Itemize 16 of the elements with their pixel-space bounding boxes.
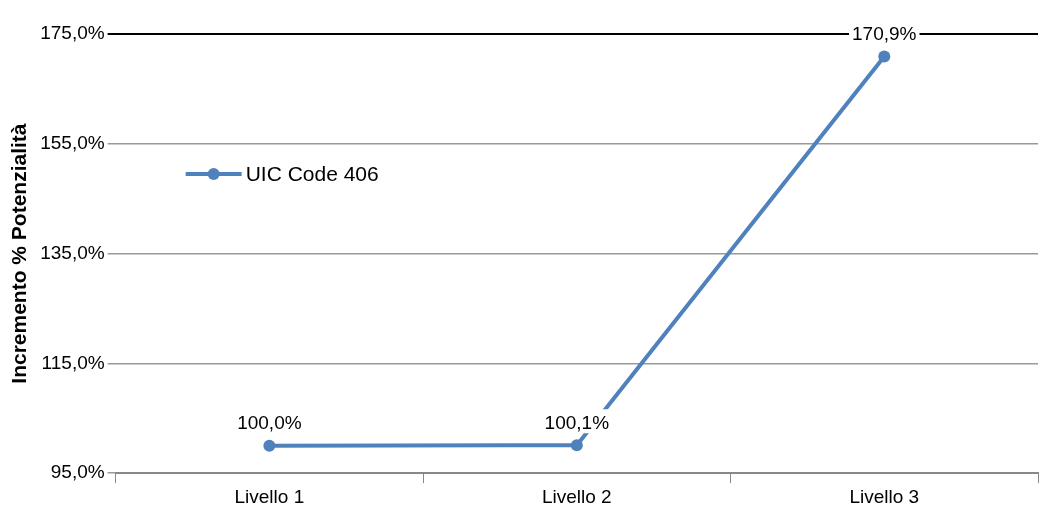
data-label: 100,0% <box>237 412 302 434</box>
point <box>263 439 276 452</box>
point <box>878 50 891 63</box>
legend-label: UIC Code 406 <box>245 161 379 185</box>
point <box>570 439 583 452</box>
y-tick-label: 175,0% <box>40 22 105 44</box>
y-axis-title: Incremento % Potenzialità <box>7 123 31 384</box>
x-tick-label: Livello 3 <box>849 485 920 507</box>
y-tick-label: 115,0% <box>41 351 105 373</box>
x-tick-label: Livello 1 <box>234 485 305 507</box>
data-label: 170,9% <box>852 23 917 45</box>
data-label: 100,1% <box>544 411 610 433</box>
y-tick-label: 135,0% <box>40 241 105 263</box>
y-tick-label: 95,0% <box>50 461 105 483</box>
y-tick-label: 155,0% <box>40 132 105 154</box>
x-tick-label: Livello 2 <box>541 485 612 507</box>
